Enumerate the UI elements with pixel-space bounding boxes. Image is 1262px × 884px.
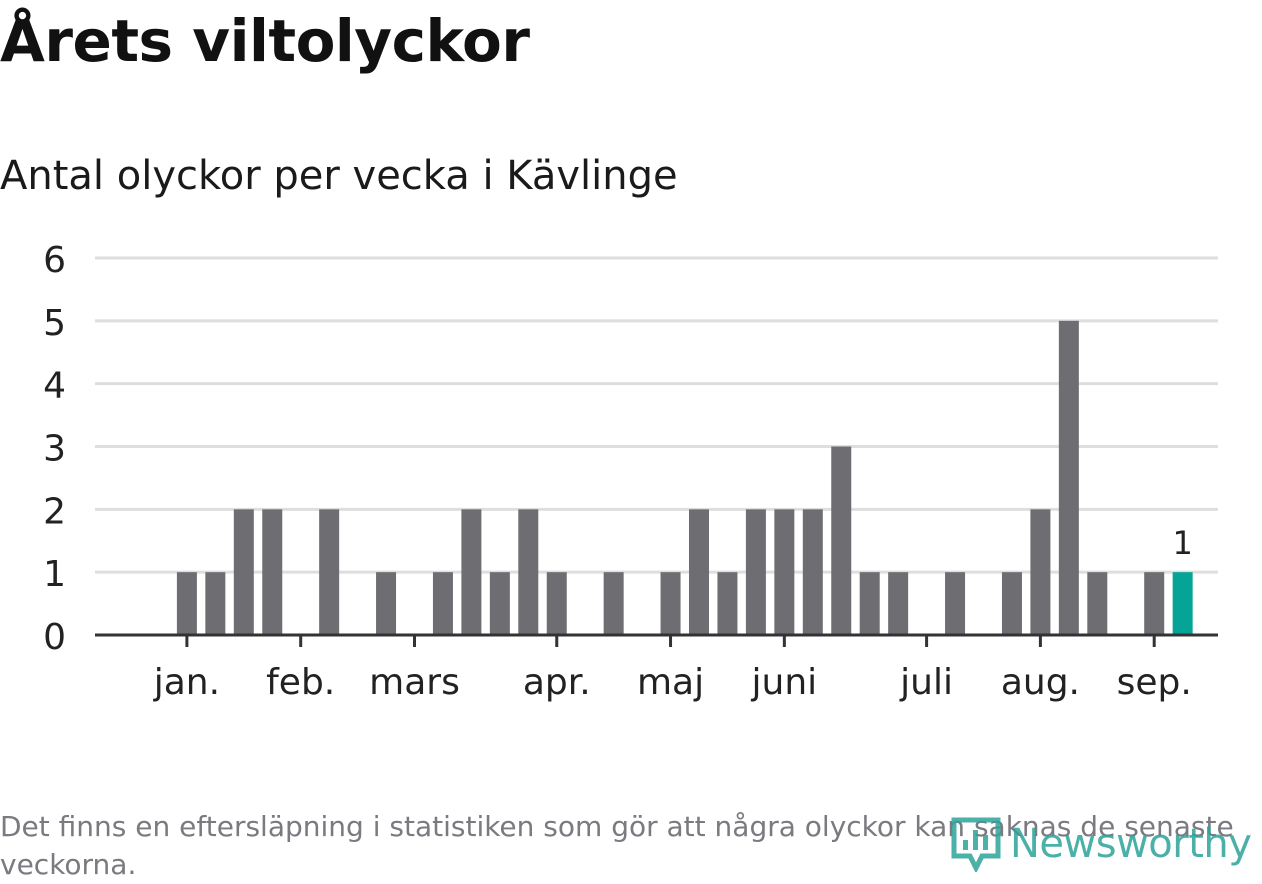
x-tick-label: juli [899,662,953,703]
bar [233,509,254,635]
bar [831,446,852,635]
y-tick-label: 4 [43,366,66,407]
chart-title: Årets viltolyckor [0,7,530,75]
brand-logo: Newsworthy [950,812,1252,876]
bar [262,509,283,635]
bar [717,572,738,635]
bar [518,509,539,635]
y-tick-label: 6 [43,240,66,281]
bar [461,509,482,635]
y-tick-label: 5 [43,303,66,344]
brand-name: Newsworthy [1010,821,1252,867]
bar [689,509,709,635]
bar-chart-badge-icon [951,817,1001,872]
x-tick-label: sep. [1117,662,1192,703]
bar [176,572,197,635]
y-tick-label: 1 [43,554,66,595]
x-tick-label: maj [637,662,704,703]
bar [1058,320,1079,635]
x-tick-label: jan. [153,662,220,703]
y-tick-label: 3 [43,429,66,470]
bar [774,509,795,635]
bar [888,572,909,635]
bars [176,320,1193,635]
bar [1001,572,1022,635]
x-tick-label: mars [369,662,460,703]
bar [802,509,823,635]
bar [660,572,681,635]
bar [489,572,510,635]
x-tick-label: apr. [523,662,591,703]
footnote: Det finns en eftersläpning i statistiken… [0,810,1234,881]
chart-subtitle: Antal olyckor per vecka i Kävlinge [0,153,678,199]
y-axis-ticks: 0 1 2 3 4 5 6 [43,240,66,658]
bar [205,572,226,635]
bar [1030,509,1051,635]
y-tick-label: 2 [43,491,66,532]
bar-highlight [1172,572,1193,635]
data-labels: 1 [1172,524,1192,562]
bar [546,572,567,635]
bar [945,572,966,635]
bar [319,509,340,635]
bar [432,572,453,635]
y-tick-label: 0 [43,617,66,658]
bar [376,572,397,635]
bar [745,509,766,635]
x-axis: jan. feb. mars apr. maj juni juli aug. sep. [95,633,1218,703]
x-tick-label: juni [751,662,818,703]
x-tick-label: aug. [1001,662,1080,703]
bar [1144,572,1165,635]
bar [603,572,624,635]
data-label-highlight: 1 [1172,524,1192,562]
bar [859,572,880,635]
x-tick-label: feb. [266,662,335,703]
bar [1087,572,1108,635]
